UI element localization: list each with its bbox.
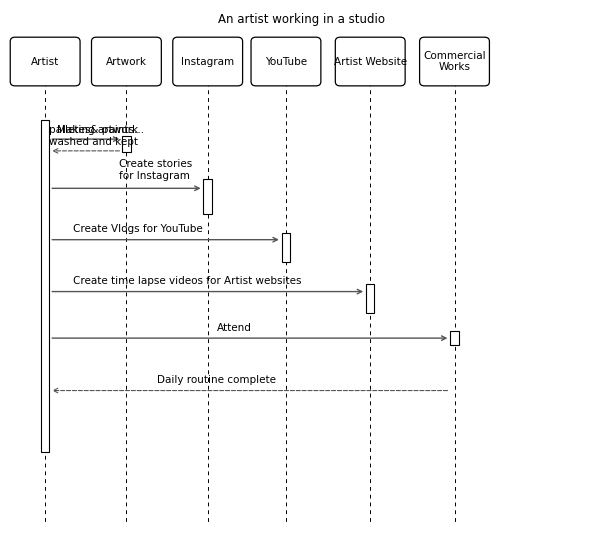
Bar [41, 120, 49, 452]
Text: Attend: Attend [217, 323, 252, 333]
Text: YouTube: YouTube [265, 57, 307, 66]
Text: Daily routine complete: Daily routine complete [157, 375, 276, 385]
Bar [450, 331, 459, 345]
FancyBboxPatch shape [420, 37, 489, 86]
Text: Create Vlogs for YouTube: Create Vlogs for YouTube [73, 224, 203, 234]
FancyBboxPatch shape [173, 37, 243, 86]
Bar [203, 179, 212, 214]
FancyBboxPatch shape [335, 37, 405, 86]
Bar [366, 284, 374, 313]
FancyBboxPatch shape [10, 37, 80, 86]
Text: Artwork: Artwork [106, 57, 147, 66]
Text: An artist working in a studio: An artist working in a studio [217, 13, 385, 26]
Bar [122, 136, 131, 152]
Text: Artist Website: Artist Website [334, 57, 407, 66]
Text: palletes& paints...
washed and kept: palletes& paints... washed and kept [49, 125, 144, 147]
Text: Artist: Artist [31, 57, 59, 66]
Bar [282, 233, 290, 262]
Text: Commercial
Works: Commercial Works [423, 51, 486, 72]
FancyBboxPatch shape [251, 37, 321, 86]
Text: Instagram: Instagram [181, 57, 234, 66]
Text: Making artwork: Making artwork [57, 125, 138, 135]
Text: Create time lapse videos for Artist websites: Create time lapse videos for Artist webs… [73, 276, 302, 286]
FancyBboxPatch shape [92, 37, 161, 86]
Text: Create stories
for Instagram: Create stories for Instagram [119, 159, 193, 181]
